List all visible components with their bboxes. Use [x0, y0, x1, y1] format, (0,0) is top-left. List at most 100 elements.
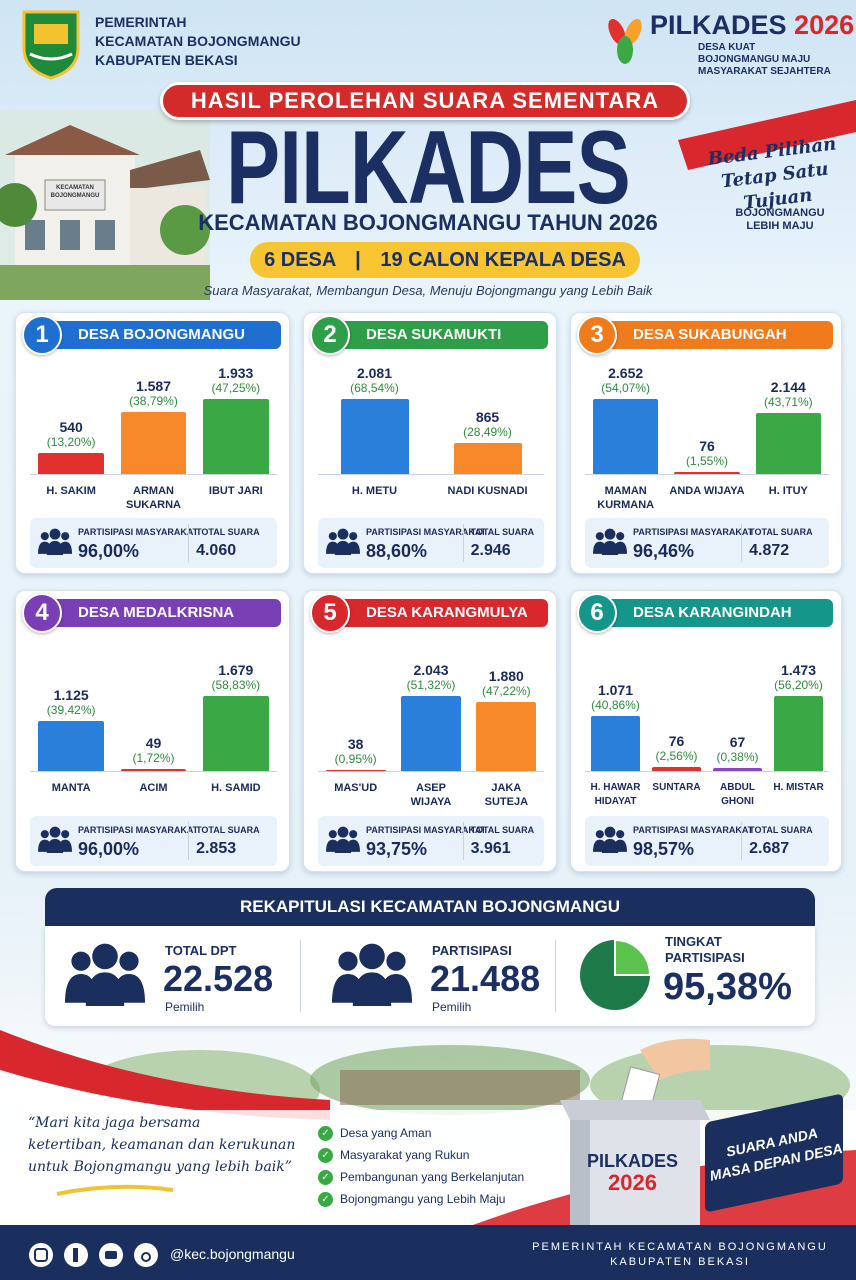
tagline: Suara Masyarakat, Membangun Desa, Menuju…: [203, 283, 653, 298]
category-label: SUNTARA: [652, 782, 701, 793]
bar: [713, 767, 762, 771]
category-label: IBUT JARI: [208, 485, 263, 497]
shape: [34, 24, 68, 44]
participation-value: 96,00%: [78, 541, 140, 561]
value-label: 1.125: [53, 686, 89, 703]
slogan-sub: BOJONGMANGU LEBIH MAJU: [725, 207, 835, 233]
recap-unit: Pemilih: [432, 1000, 472, 1014]
check-icon: ✓: [318, 1170, 333, 1185]
shape: [570, 1120, 700, 1226]
rate-value: 95,38%: [663, 966, 792, 1008]
bar: [453, 442, 522, 474]
shape: [40, 830, 49, 839]
recap-value: 22.528: [163, 958, 274, 999]
shape: [25, 220, 45, 250]
people-icon: [326, 528, 360, 556]
participation-label: PARTISIPASI MASYARAKAT: [78, 527, 199, 537]
shape: [601, 540, 619, 556]
check-item: Bojongmangu yang Lebih Maju: [340, 1192, 506, 1206]
footer-org-line: KABUPATEN BEKASI: [610, 1256, 750, 1268]
value-label: 865: [475, 408, 500, 425]
card-badge: 2: [310, 315, 350, 355]
category-label: H. SAMID: [211, 782, 261, 794]
participation-label: PARTISIPASI MASYARAKAT: [78, 825, 199, 835]
shape: [595, 532, 604, 541]
percent-label: (68,54%): [350, 381, 399, 395]
footer-org: PEMERINTAH KECAMATAN BOJONGMANGU KABUPAT…: [530, 1240, 830, 1270]
shape: [617, 36, 633, 64]
building-sign: KECAMATAN BOJONGMANGU: [47, 184, 103, 200]
stats-box: PARTISIPASI MASYARAKAT 96,46% TOTAL SUARA 4…: [585, 518, 829, 568]
sign-line: KECAMATAN: [56, 185, 94, 191]
card-badge: 6: [577, 593, 617, 633]
logo-word: PILKADES: [650, 10, 787, 40]
main-title: PILKADES: [226, 110, 631, 226]
shape: [34, 1248, 48, 1262]
people-icon: [38, 528, 72, 556]
shape: [160, 205, 210, 255]
category-label: ABDUL GHONI: [720, 782, 755, 807]
baseline: [318, 771, 544, 772]
bar: [476, 701, 537, 771]
percent-label: (51,32%): [406, 678, 456, 692]
category-label: H. METU: [351, 485, 398, 497]
card-header: DESA SUKAMUKTI: [332, 321, 548, 349]
shape: [130, 150, 210, 190]
chart-card: DESA KARANGMULYA 5 38 (0,95%) MAS'UD 2.043 (51…: [303, 590, 557, 872]
shape: [85, 972, 125, 1006]
total-label: TOTAL SUARA: [470, 527, 535, 537]
percent-label: (39,42%): [46, 702, 96, 717]
summary-pill: 6 DESA | 19 CALON KEPALA DESA: [250, 242, 640, 278]
value-label: 2.043: [413, 662, 449, 678]
participation-value: 96,46%: [633, 541, 695, 561]
quote-line: “Mari kita jaga bersama: [28, 1115, 201, 1131]
chart-card: DESA MEDALKRISNA 4 1.125 (39,42%) MANTA 49 (1,…: [15, 590, 290, 872]
shape: [29, 52, 73, 61]
total-label: TOTAL SUARA: [749, 825, 813, 835]
slogan-sub-line: BOJONGMANGU: [735, 207, 825, 219]
check-item: Pembangunan yang Berkelanjutan: [340, 1170, 525, 1184]
shape: [0, 183, 37, 227]
shape: [5, 125, 140, 155]
category-label: NADI KUSNADI: [447, 485, 528, 497]
recap-label: PARTISIPASI: [432, 943, 512, 958]
subtitle: KECAMATAN BOJONGMANGU TAHUN 2026: [198, 210, 658, 235]
stats-divider: [741, 524, 743, 562]
baseline: [30, 771, 277, 772]
bar: [202, 696, 269, 771]
card-header: DESA KARANGMULYA: [332, 599, 548, 627]
bar: [400, 696, 462, 771]
shape: [105, 1251, 117, 1259]
total-value: 2.946: [470, 542, 511, 559]
percent-label: (58,83%): [211, 678, 261, 692]
quote-underline: [56, 1184, 174, 1196]
value-label: 1.071: [597, 682, 634, 699]
chart-card: DESA SUKAMUKTI 2 2.081 (68,54%) H. METU 865 (2…: [303, 312, 557, 574]
recap-panel: [45, 926, 815, 1026]
participation-value: 88,60%: [366, 541, 428, 561]
shape: [141, 1252, 151, 1262]
shape: [60, 220, 80, 250]
shape: [328, 532, 337, 541]
org-line: KECAMATAN BOJONGMANGU: [95, 33, 301, 49]
logo-year: 2026: [794, 10, 855, 40]
card-badge: 5: [310, 593, 350, 633]
total-value: 2.687: [749, 840, 790, 857]
participation-value: 98,57%: [633, 839, 695, 859]
check-item: Desa yang Aman: [340, 1126, 432, 1140]
bar: [340, 399, 409, 474]
logo-lines: DESA KUAT BOJONGMANGU MAJU MASYARAKAT SE…: [698, 42, 831, 78]
banner: HASIL PEROLEHAN SUARA SEMENTARA: [160, 82, 690, 120]
summary-item: 6 DESA: [264, 249, 336, 271]
baseline: [585, 474, 829, 475]
category-label: ARMAN SUKARNA: [125, 485, 181, 511]
bar: [591, 716, 640, 771]
recap-value: 21.488: [430, 958, 541, 999]
shape: [334, 838, 352, 854]
percent-label: (56,20%): [774, 678, 823, 692]
people-icon: [593, 826, 627, 854]
shape: [678, 100, 856, 170]
recap-unit: Pemilih: [165, 1000, 205, 1014]
shape: [337, 528, 349, 540]
